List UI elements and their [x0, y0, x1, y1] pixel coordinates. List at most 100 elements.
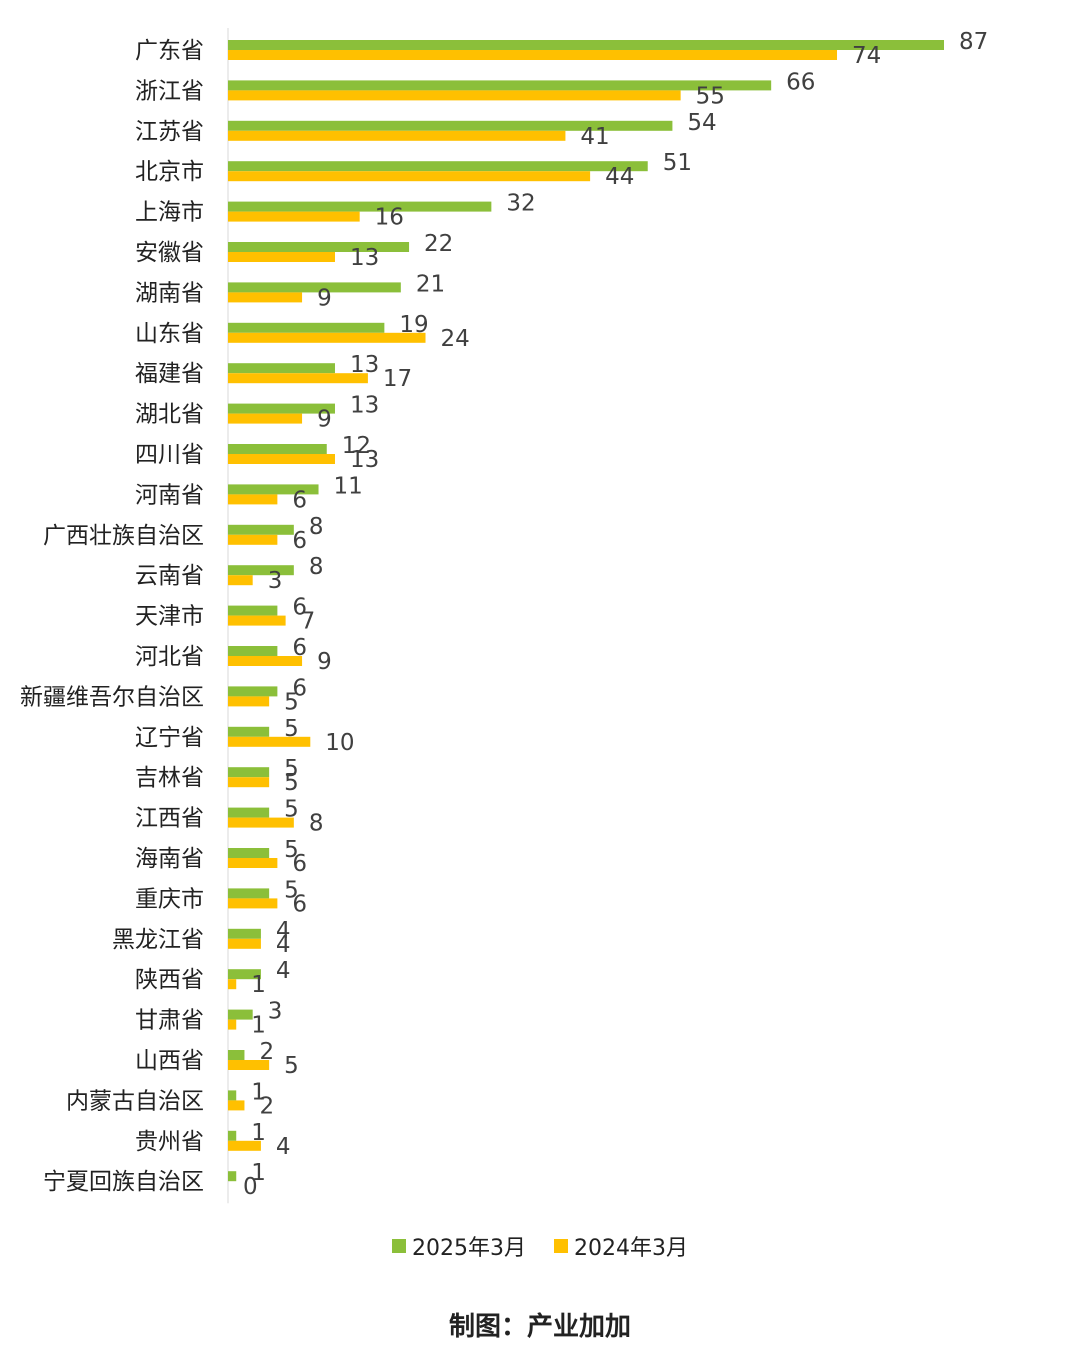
category-label: 江西省: [135, 806, 204, 832]
data-label-2025: 22: [424, 231, 453, 257]
bar-2024: [228, 494, 278, 505]
data-label-2025: 21: [416, 271, 445, 297]
category-label: 海南省: [135, 846, 204, 872]
category-label: 黑龙江省: [112, 927, 204, 953]
category-label: 河北省: [135, 644, 204, 670]
bar-2025: [228, 1050, 245, 1060]
data-label-2025: 6: [292, 635, 307, 661]
bar-2024: [228, 1140, 261, 1151]
data-label-2024: 4: [276, 932, 291, 958]
data-label-2024: 1: [251, 972, 266, 998]
bar-2024: [228, 90, 681, 101]
bar-2024: [228, 130, 566, 141]
bar-2025: [228, 767, 270, 778]
bar-2024: [228, 454, 335, 464]
data-label-2025: 1: [251, 1079, 266, 1105]
bar-2024: [228, 1060, 270, 1070]
bar-2025: [228, 969, 261, 980]
category-label: 内蒙古自治区: [66, 1088, 204, 1114]
category-label: 河南省: [135, 482, 204, 508]
data-label-2024: 0: [243, 1174, 258, 1200]
bar-2024: [228, 332, 426, 343]
bar-2025: [228, 120, 673, 131]
bar-2025: [228, 1009, 253, 1020]
bar-2025: [228, 444, 327, 454]
bar-2025: [228, 201, 492, 212]
category-label: 贵州省: [135, 1129, 204, 1155]
bar-2025: [228, 484, 319, 495]
data-label-2025: 51: [663, 150, 692, 176]
data-label-2024: 16: [375, 205, 404, 231]
data-label-2025: 5: [284, 716, 299, 742]
data-label-2025: 2: [259, 1039, 274, 1065]
data-label-2024: 6: [292, 851, 307, 877]
data-label-2024: 5: [284, 770, 299, 796]
data-label-2025: 1: [251, 1120, 266, 1146]
legend: 2025年3月 2024年3月: [0, 1230, 1080, 1262]
bar-2025: [228, 646, 278, 656]
bar-2024: [228, 211, 360, 222]
category-label: 甘肃省: [135, 1008, 204, 1034]
category-label: 广东省: [135, 38, 204, 64]
data-label-2025: 4: [276, 918, 291, 944]
category-label: 天津市: [135, 604, 204, 630]
data-label-2025: 32: [506, 191, 535, 217]
category-label: 新疆维吾尔自治区: [20, 684, 204, 710]
bar-2024: [228, 736, 311, 747]
category-label: 宁夏回族自治区: [43, 1169, 204, 1195]
bar-2025: [228, 565, 294, 576]
bar-2025: [228, 403, 335, 414]
legend-item-2024: 2024年3月: [554, 1230, 688, 1262]
data-label-2025: 6: [292, 675, 307, 701]
category-label: 湖北省: [135, 402, 204, 428]
chart-credit: 制图：产业加加: [448, 1312, 631, 1342]
bar-2025: [228, 161, 648, 172]
bar-2025: [228, 928, 261, 939]
bar-2025: [228, 1130, 237, 1141]
data-label-2025: 87: [959, 29, 988, 55]
bar-2025: [228, 282, 401, 293]
bar-2025: [228, 363, 335, 374]
bar-2025: [228, 726, 270, 737]
bar-2024: [228, 817, 294, 828]
category-label: 重庆市: [135, 886, 204, 912]
data-label-2024: 9: [317, 407, 332, 433]
bar-2025: [228, 605, 278, 616]
legend-swatch-2024: [554, 1239, 568, 1253]
data-label-2024: 8: [309, 811, 324, 837]
data-label-2025: 3: [268, 999, 283, 1025]
data-label-2025: 11: [334, 473, 363, 499]
data-label-2024: 5: [284, 689, 299, 715]
data-label-2024: 6: [292, 487, 307, 513]
bar-2024: [228, 252, 335, 262]
data-label-2025: 12: [342, 433, 371, 459]
data-label-2025: 5: [284, 756, 299, 782]
category-label: 福建省: [135, 361, 204, 387]
category-label: 上海市: [135, 200, 204, 226]
bar-2025: [228, 1090, 237, 1101]
data-label-2025: 8: [309, 514, 324, 540]
data-label-2025: 5: [284, 877, 299, 903]
bar-2024: [228, 979, 237, 990]
bar-2024: [228, 1100, 245, 1111]
category-label: 四川省: [135, 442, 204, 468]
data-label-2025: 6: [292, 595, 307, 621]
bar-2025: [228, 80, 772, 91]
data-label-2025: 4: [276, 958, 291, 984]
category-label: 湖南省: [135, 280, 204, 306]
category-label: 山西省: [135, 1048, 204, 1074]
legend-swatch-2025: [392, 1239, 406, 1253]
data-label-2025: 66: [786, 69, 815, 95]
data-label-2025: 5: [284, 837, 299, 863]
bar-2025: [228, 888, 270, 899]
category-label: 吉林省: [135, 765, 204, 791]
legend-label-2025: 2025年3月: [412, 1236, 526, 1261]
data-label-2024: 7: [301, 609, 316, 635]
bar-2025: [228, 40, 944, 50]
data-label-2025: 5: [284, 797, 299, 823]
data-label-2025: 8: [309, 554, 324, 580]
data-label-2024: 2: [259, 1093, 274, 1119]
bar-2024: [228, 50, 838, 60]
category-label: 安徽省: [135, 240, 204, 266]
